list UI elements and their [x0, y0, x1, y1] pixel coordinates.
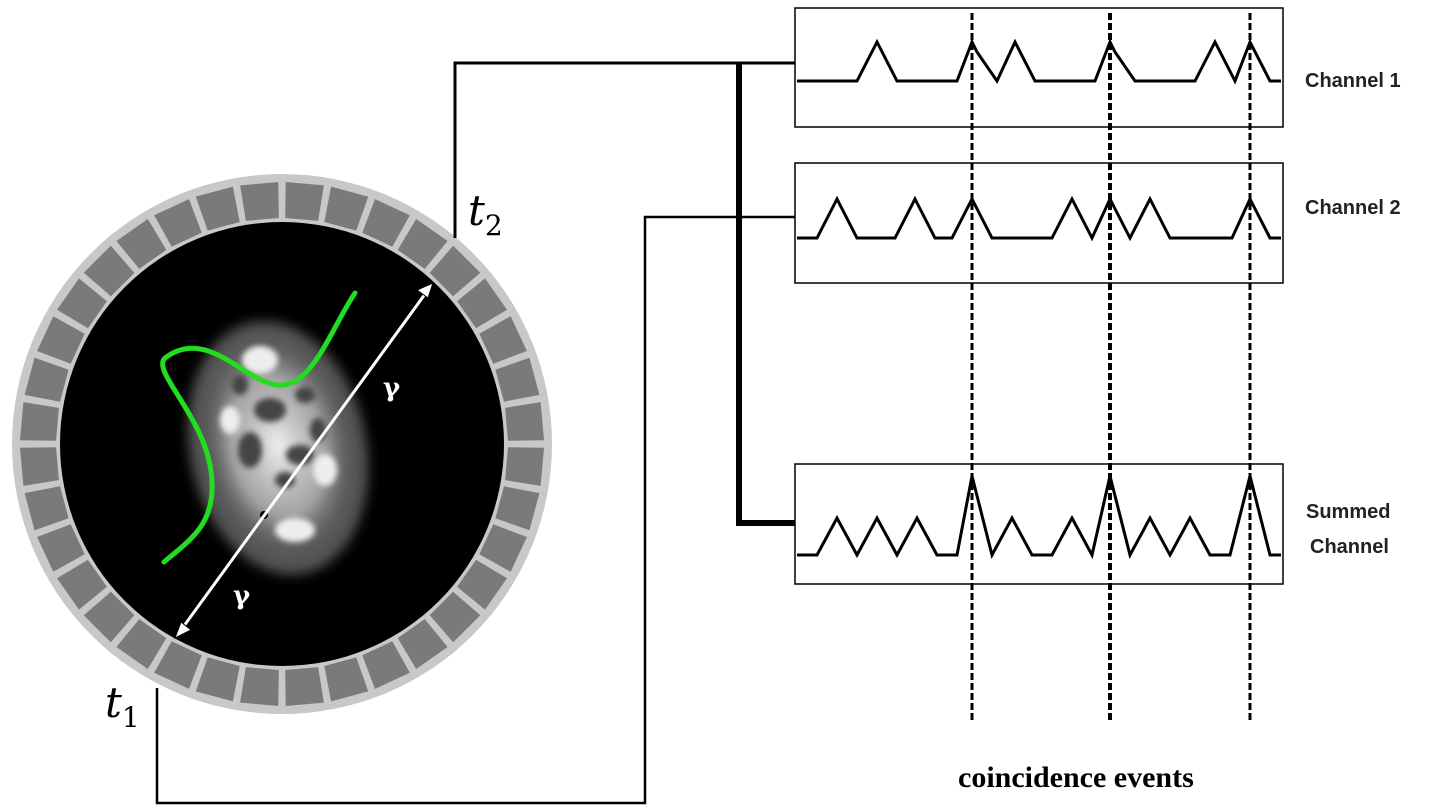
detector-block: [154, 199, 202, 247]
detector-block: [324, 186, 369, 231]
detector-block: [495, 357, 540, 402]
wire-t1: [155, 215, 795, 805]
detector-block: [20, 402, 59, 441]
detector-block: [362, 199, 410, 247]
detector-block: [240, 182, 279, 221]
gamma-label-upper: γ: [383, 373, 401, 403]
gamma-ray-arrow: [174, 282, 434, 640]
channel-1-label: Channel 1: [1305, 70, 1401, 92]
detector-block: [37, 524, 85, 572]
detector-block: [505, 447, 544, 486]
brain-scan-image: [187, 321, 369, 575]
summed-channel-label-line1: Summed: [1306, 501, 1390, 523]
channel-2-box: Channel 2: [794, 162, 1401, 284]
detector-block: [24, 357, 69, 402]
detector-block: [505, 402, 544, 441]
t2-label: t2: [468, 186, 503, 242]
detector-block: [479, 316, 527, 364]
detector-block: [285, 182, 324, 221]
detector-block: [116, 619, 167, 669]
summed-channel-label-line2: Channel: [1310, 536, 1389, 558]
coincidence-lines: [970, 13, 1252, 722]
gamma-label-lower: γ: [233, 581, 251, 611]
detector-block: [397, 619, 448, 669]
detector-block: [195, 657, 240, 702]
detector-block: [240, 667, 279, 706]
detector-block: [57, 278, 107, 329]
detector-block: [37, 316, 85, 364]
wire-t2: [453, 61, 795, 238]
detector-block: [57, 559, 107, 610]
summed-channel-signal: [797, 475, 1281, 560]
detector-block: [154, 641, 202, 689]
detector-block: [457, 278, 507, 329]
detector-block: [20, 447, 59, 486]
detector-block: [429, 245, 481, 297]
detector-block: [429, 591, 481, 643]
detector-blocks: [20, 182, 544, 706]
coincidence-events-caption: coincidence events: [958, 761, 1194, 794]
pet-scanner: γ γ: [12, 174, 552, 714]
channel-2-signal: [797, 195, 1281, 242]
detector-block: [397, 219, 448, 269]
arrowhead-down-icon: [174, 621, 192, 640]
detector-block: [83, 591, 135, 643]
signal-wiring: [155, 61, 795, 805]
detector-block: [362, 641, 410, 689]
green-curve: [160, 290, 358, 565]
channel-1-box: Channel 1: [794, 7, 1401, 128]
channel-1-signal: [797, 38, 1281, 85]
t1-label: t1: [105, 678, 140, 734]
summed-channel-box: Summed Channel: [794, 463, 1390, 585]
detector-block: [479, 524, 527, 572]
detector-block: [83, 245, 135, 297]
channel-2-label: Channel 2: [1305, 197, 1401, 219]
detector-block: [24, 486, 69, 531]
detector-block: [457, 559, 507, 610]
detector-block: [195, 186, 240, 231]
detector-block: [495, 486, 540, 531]
detector-block: [285, 667, 324, 706]
detector-block: [324, 657, 369, 702]
wire-bus-summed: [736, 63, 795, 526]
detector-block: [116, 219, 167, 269]
arrowhead-up-icon: [416, 282, 434, 299]
